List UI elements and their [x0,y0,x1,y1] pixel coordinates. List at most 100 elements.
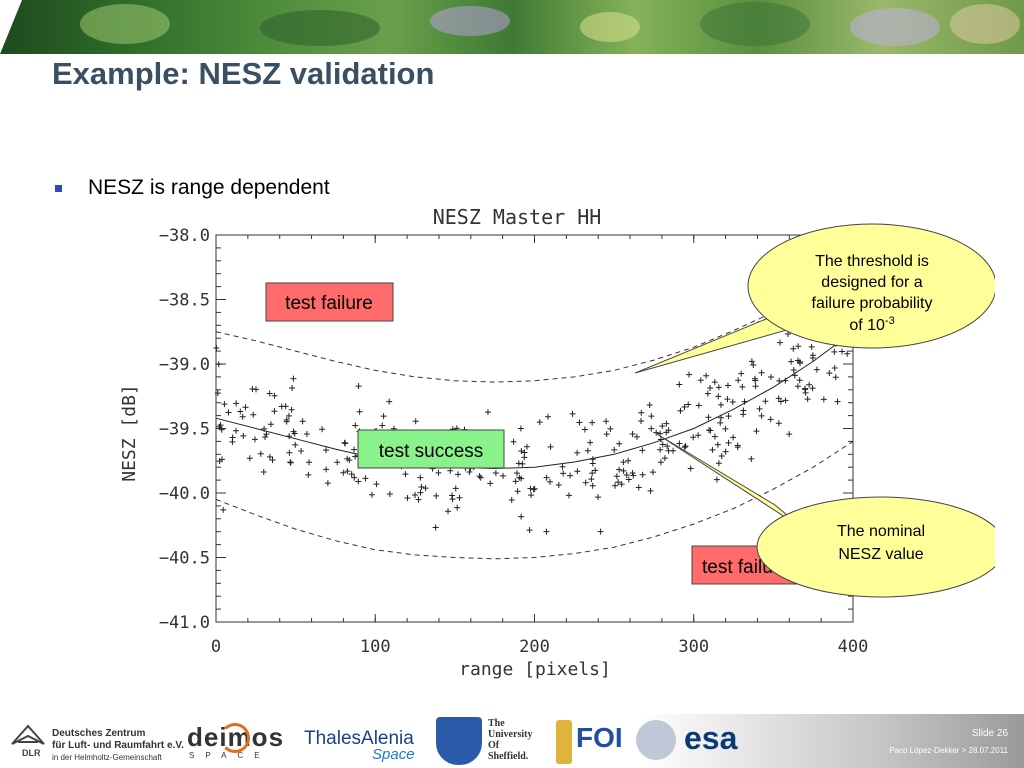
scatter-point [616,440,623,447]
scatter-point [569,410,576,417]
scatter-point [221,401,228,408]
threshold-callout-line-1: The threshold is [815,253,929,270]
scatter-point [676,440,683,447]
scatter-point [521,449,528,456]
scatter-point [544,413,551,420]
foi-logo: FOI [576,722,623,753]
nominal-nesz-curve [215,331,854,470]
scatter-point [724,382,731,389]
scatter-point [341,439,348,446]
dlr-emblem-icon [11,724,45,745]
scatter-point [576,419,583,426]
scatter-point [449,496,456,503]
dlr-mark: DLR [22,748,41,758]
scatter-point [738,370,745,377]
y-tick-label: −38.0 [159,226,210,246]
scatter-point [219,456,226,463]
scatter-point [435,469,442,476]
scatter-point [832,374,839,381]
scatter-point [623,471,630,478]
scatter-point [629,469,636,476]
scatter-point [661,455,668,462]
banner-foliage [950,4,1020,44]
scatter-point [269,456,276,463]
scatter-point [559,463,566,470]
scatter-point [518,448,525,455]
scatter-point [730,434,737,441]
scatter-point [547,443,554,450]
scatter-point [587,439,594,446]
lower-threshold-curve [215,440,854,560]
scatter-point [412,491,419,498]
scatter-point [704,390,711,397]
scatter-point [292,441,299,448]
scatter-point [574,449,581,456]
scatter-point [809,385,816,392]
test-failure-label-top: test failure [285,293,373,314]
nesz-chart: NESZ Master HH range [pixels] NESZ [dB] … [119,205,995,680]
esa-globe-icon [636,720,676,760]
deimos-logo: deimos SPACE [187,722,284,760]
scatter-point [518,475,525,482]
scatter-point [518,513,525,520]
scatter-point [715,384,722,391]
scatter-point [734,444,741,451]
scatter-point [758,369,765,376]
scatter-point [253,386,260,393]
dlr-line-3: in der Helmholtz-Gemeinschaft [52,753,162,762]
scatter-point [217,422,224,429]
scatter-point [215,361,222,368]
threshold-callout-line-4: of 10-3 [849,315,894,334]
scatter-point [753,428,760,435]
scatter-point [648,413,655,420]
scatter-point [239,413,246,420]
scatter-point [597,528,604,535]
scatter-point [826,370,833,377]
scatter-point [323,447,330,454]
x-tick-label: 200 [519,637,550,657]
scatter-point [512,478,519,485]
scatter-point [592,467,599,474]
scatter-point [804,396,811,403]
scatter-point [638,409,645,416]
scatter-point [456,494,463,501]
scatter-point [582,479,589,486]
y-tick-label: −38.5 [159,291,210,311]
scatter-point [379,422,386,429]
scatter-point [432,524,439,531]
scatter-point [686,371,693,378]
scatter-point [266,453,273,460]
scatter-point [707,384,714,391]
scatter-point [595,494,602,501]
scatter-point [356,408,363,415]
scatter-point [794,357,801,364]
scatter-point [831,365,838,372]
scatter-point [794,383,801,390]
scatter-point [648,425,655,432]
scatter-point [639,447,646,454]
scatter-point [711,379,718,386]
y-tick-label: −41.0 [159,613,210,633]
y-tick-label: −40.5 [159,549,210,569]
scatter-point [510,438,517,445]
scatter-point [286,449,293,456]
scatter-point [422,485,429,492]
scatter-point [404,494,411,501]
footer-gradient [640,714,1024,768]
sheffield-crest-icon [436,717,482,765]
scatter-point [725,439,732,446]
scatter-point [664,443,671,450]
scatter-point [697,377,704,384]
scatter-point [750,362,757,369]
scatter-point [646,401,653,408]
scatter-point [218,426,225,433]
deimos-sub: SPACE [189,751,271,760]
scatter-point [323,466,330,473]
scatter-point [340,469,347,476]
scatter-point [709,446,716,453]
scatter-point [523,443,530,450]
scatter-point [290,375,297,382]
test-success-label: test success [379,441,484,462]
scatter-point [380,413,387,420]
scatter-point [717,401,724,408]
